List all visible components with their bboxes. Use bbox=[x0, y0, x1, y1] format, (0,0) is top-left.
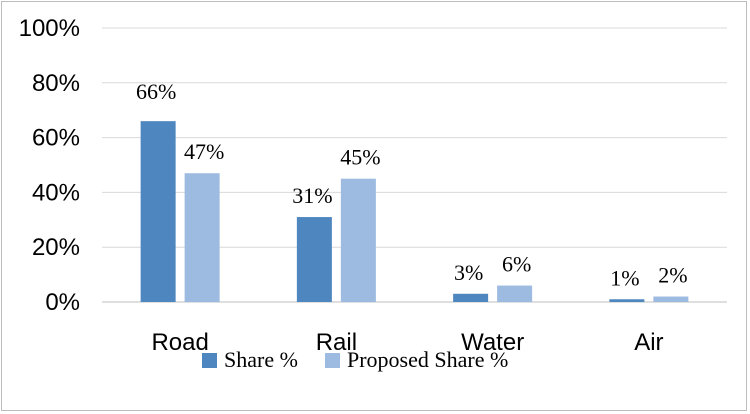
bar-share-air bbox=[609, 299, 645, 302]
bar-proposed-share-water bbox=[497, 285, 533, 302]
legend-swatch bbox=[325, 353, 340, 368]
data-label: 3% bbox=[454, 260, 483, 285]
x-tick-label: Road bbox=[151, 329, 208, 356]
bar-proposed-share-air bbox=[653, 296, 689, 302]
bar-proposed-share-rail bbox=[340, 178, 376, 302]
bar-share-rail bbox=[296, 217, 332, 302]
data-label: 1% bbox=[610, 265, 639, 290]
y-tick-label: 100% bbox=[19, 15, 80, 42]
data-label: 31% bbox=[292, 183, 332, 208]
bar-proposed-share-road bbox=[184, 173, 220, 302]
data-label: 45% bbox=[340, 145, 380, 170]
legend-label: Share % bbox=[224, 347, 298, 372]
data-label: 6% bbox=[502, 252, 531, 277]
x-tick-label: Air bbox=[634, 329, 663, 356]
y-tick-label: 0% bbox=[45, 289, 80, 316]
y-tick-label: 80% bbox=[32, 70, 80, 97]
data-label: 47% bbox=[184, 139, 224, 164]
data-label: 66% bbox=[136, 79, 176, 104]
x-tick-label: Water bbox=[461, 329, 524, 356]
data-label: 2% bbox=[658, 263, 687, 288]
legend-swatch bbox=[202, 353, 217, 368]
y-tick-label: 60% bbox=[32, 125, 80, 152]
y-tick-label: 20% bbox=[32, 234, 80, 261]
x-tick-label: Rail bbox=[316, 329, 357, 356]
legend-label: Proposed Share % bbox=[347, 347, 508, 372]
bar-share-water bbox=[453, 293, 489, 302]
y-tick-label: 40% bbox=[32, 179, 80, 206]
bar-share-road bbox=[140, 121, 176, 302]
